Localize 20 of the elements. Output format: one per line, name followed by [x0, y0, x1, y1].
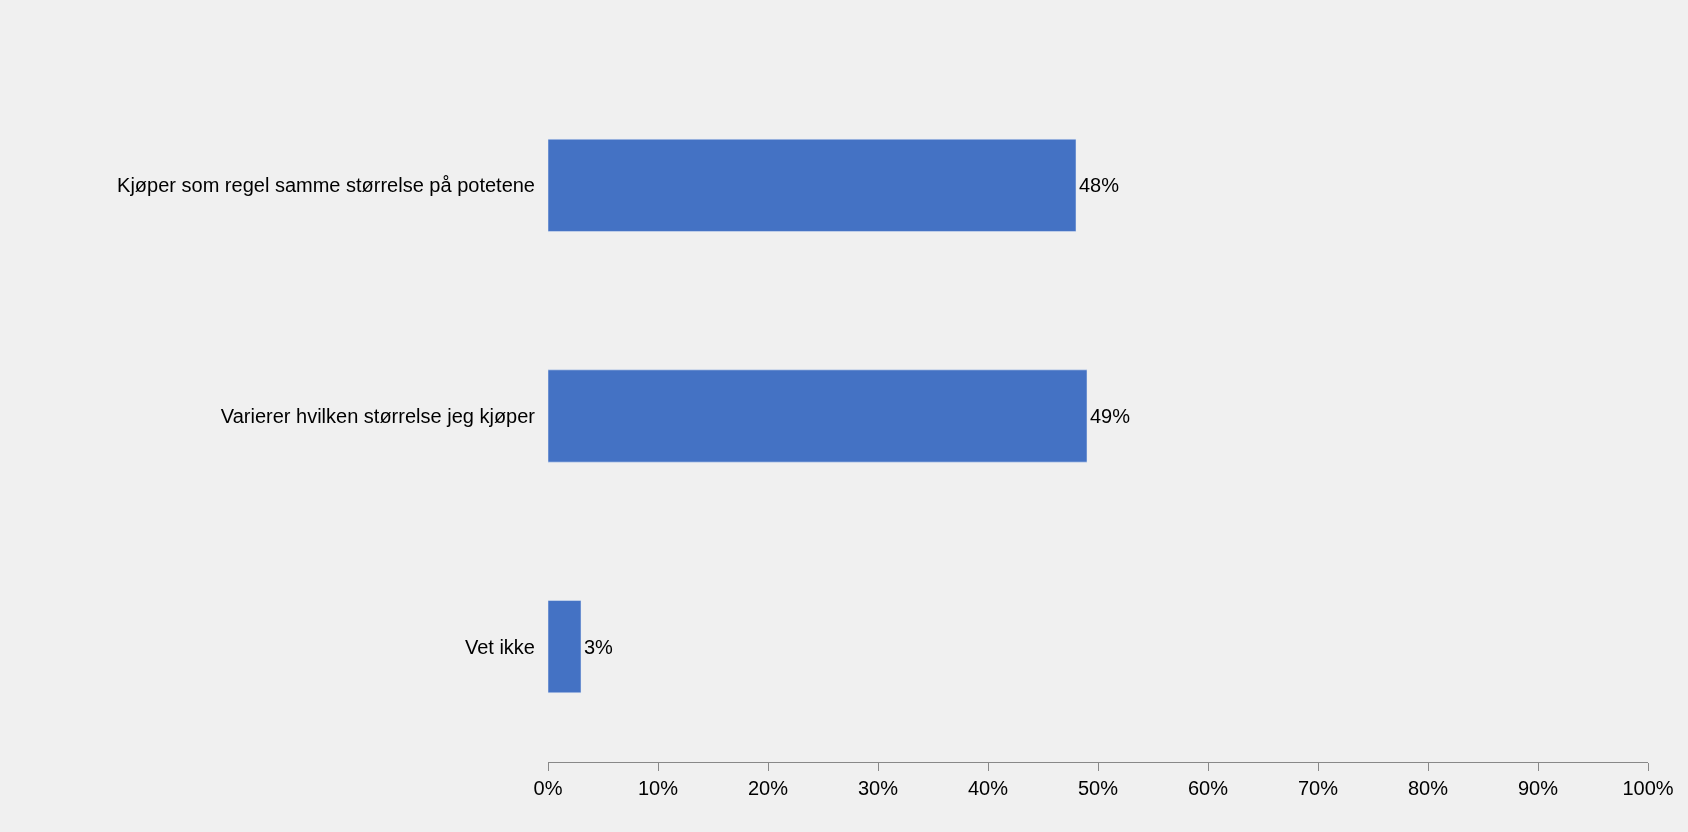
x-tick-label: 30%: [857, 777, 899, 799]
x-tick-label: 90%: [1517, 777, 1559, 799]
y-tick-label: Varierer hvilken størrelse jeg kjøper: [220, 405, 536, 427]
x-tick-label: 70%: [1297, 777, 1339, 799]
x-tick-label: 60%: [1187, 777, 1229, 799]
data-label: 48%: [1079, 174, 1120, 197]
y-tick-label: Vet ikke: [464, 635, 535, 658]
data-label: 49%: [1090, 405, 1131, 427]
x-tick-label: 20%: [747, 777, 789, 799]
data-label: 3%: [584, 635, 614, 658]
x-tick-label: 80%: [1407, 777, 1449, 799]
x-tick-label: 40%: [967, 777, 1009, 799]
bar: [548, 138, 1077, 232]
bar: [548, 369, 1088, 463]
x-tick-label: 0%: [533, 777, 563, 799]
x-tick-label: 50%: [1077, 777, 1119, 799]
y-tick-label: Kjøper som regel samme størrelse på potetene: [117, 174, 535, 197]
bar: [548, 600, 582, 694]
x-tick-label: 10%: [637, 777, 679, 799]
x-tick-label: 100%: [1622, 777, 1674, 799]
